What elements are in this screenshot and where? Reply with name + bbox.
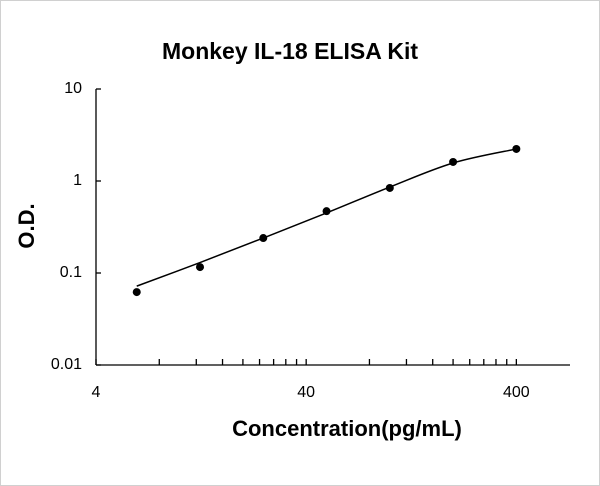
x-tick-label: 400 xyxy=(503,384,530,401)
data-point xyxy=(512,144,521,153)
data-point xyxy=(196,263,205,272)
x-tick-label: 4 xyxy=(92,384,101,401)
data-point xyxy=(322,207,331,216)
chart-title: Monkey IL-18 ELISA Kit xyxy=(162,38,418,64)
data-point xyxy=(132,288,141,297)
y-tick-label: 10 xyxy=(64,80,82,97)
y-tick-label: 0.1 xyxy=(60,264,82,281)
y-axis-title: O.D. xyxy=(14,203,39,248)
y-tick-label: 0.01 xyxy=(51,356,82,373)
data-point xyxy=(449,157,458,166)
data-point xyxy=(259,234,268,243)
x-axis-title: Concentration(pg/mL) xyxy=(232,416,462,441)
data-point xyxy=(385,183,394,192)
x-tick-label: 40 xyxy=(297,384,315,401)
y-tick-label: 1 xyxy=(73,172,82,189)
